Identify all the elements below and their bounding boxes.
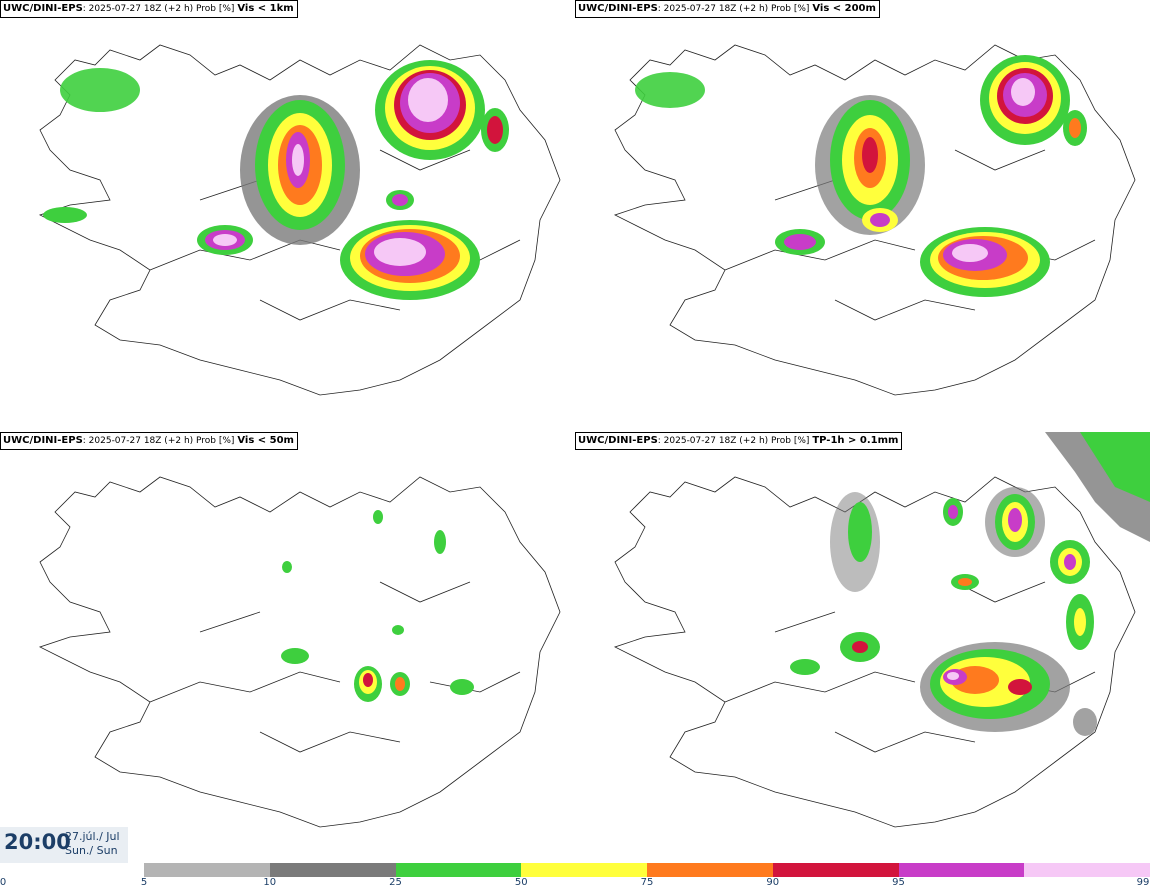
map-iceland-vis-50m [38,476,561,828]
colorbar-label: 0 [0,877,7,888]
colorbar-label: 50 [514,877,528,888]
map-iceland-vis-200m [613,44,1136,396]
panel-title: UWC/DINI-EPS: 2025-07-27 18Z (+2 h) Prob… [575,432,903,450]
colorbar-label: 10 [263,877,277,888]
valid-date-line2: Sun./ Sun [65,844,118,857]
variable-name: Vis < 50m [237,435,294,446]
map-panel-tp-1h: UWC/DINI-EPS: 2025-07-27 18Z (+2 h) Prob… [575,432,1150,864]
panel-title: UWC/DINI-EPS: 2025-07-27 18Z (+2 h) Prob… [0,0,298,18]
colorbar-segment [898,863,1025,877]
colorbar-label: 5 [140,877,148,888]
run-info: : 2025-07-27 18Z (+2 h) Prob [%] [657,436,810,446]
colorbar-label: 95 [892,877,905,888]
run-info: : 2025-07-27 18Z (+2 h) Prob [%] [657,4,810,14]
map-panel-vis-200m: UWC/DINI-EPS: 2025-07-27 18Z (+2 h) Prob… [575,0,1150,432]
colorbar-label: 25 [389,877,402,888]
map-iceland-tp-1h [613,432,1150,828]
variable-name: Vis < 1km [237,3,294,14]
colorbar-segment [772,863,899,877]
map-panel-vis-1km: UWC/DINI-EPS: 2025-07-27 18Z (+2 h) Prob… [0,0,575,432]
valid-time: 20:00 [4,830,71,854]
valid-date: 27.júl./ Jul Sun./ Sun [65,830,120,858]
run-info: : 2025-07-27 18Z (+2 h) Prob [%] [82,436,235,446]
colorbar-label: 99 [1136,877,1150,888]
colorbar-segment [1024,863,1150,877]
map-panel-vis-50m: UWC/DINI-EPS: 2025-07-27 18Z (+2 h) Prob… [0,432,575,864]
run-info: : 2025-07-27 18Z (+2 h) Prob [%] [82,4,235,14]
variable-name: Vis < 200m [812,3,876,14]
colorbar-segment [521,863,647,877]
model-name: UWC/DINI-EPS [3,3,83,14]
valid-time-box: 20:00 27.júl./ Jul Sun./ Sun [0,827,128,863]
valid-date-line1: 27.júl./ Jul [65,830,120,843]
map-iceland-vis-1km [38,44,561,396]
colorbar-label: 75 [640,877,654,888]
model-name: UWC/DINI-EPS [3,435,83,446]
colorbar-segment [647,863,773,877]
colorbar-segment [269,863,396,877]
model-name: UWC/DINI-EPS [578,435,658,446]
colorbar-segment [395,863,522,877]
panel-title: UWC/DINI-EPS: 2025-07-27 18Z (+2 h) Prob… [0,432,298,450]
probability-colorbar [144,863,1150,877]
panel-title: UWC/DINI-EPS: 2025-07-27 18Z (+2 h) Prob… [575,0,880,18]
variable-name: TP-1h > 0.1mm [812,435,899,446]
colorbar-label: 90 [766,877,780,888]
colorbar-segment [144,863,270,877]
model-name: UWC/DINI-EPS [578,3,658,14]
